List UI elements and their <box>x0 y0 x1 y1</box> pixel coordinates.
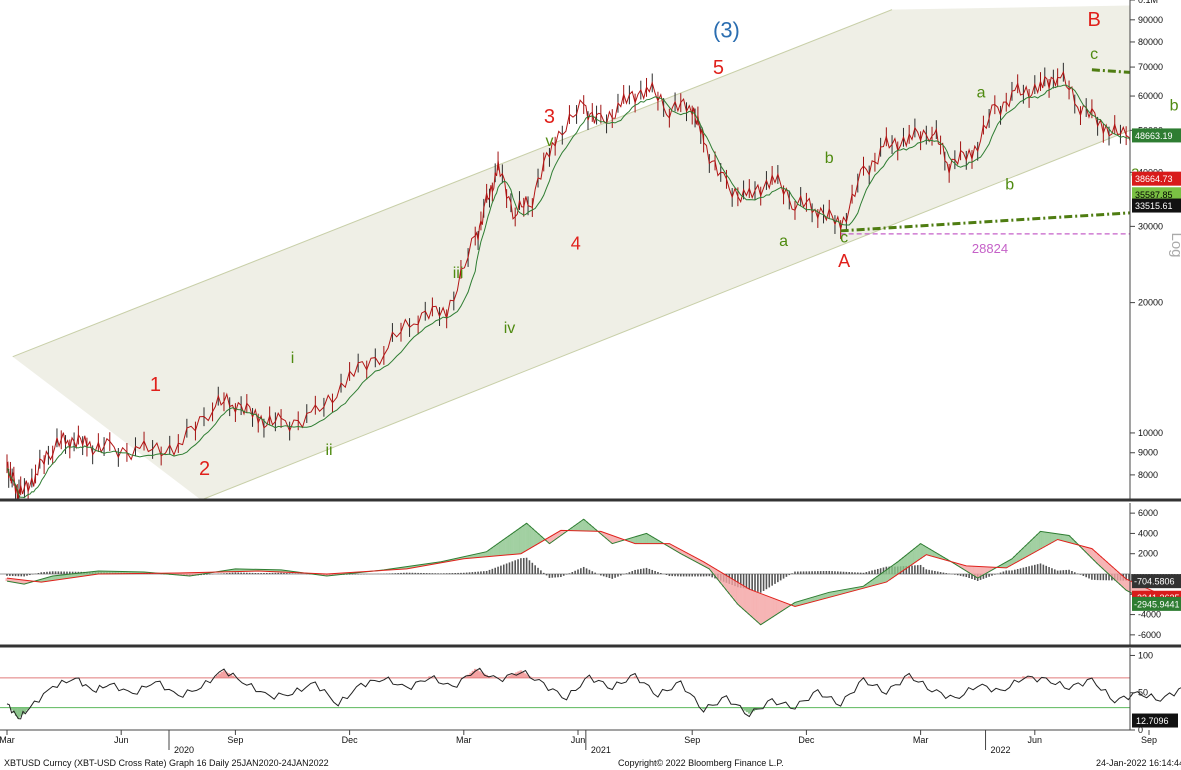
x-year-label: 2021 <box>591 745 611 755</box>
wave-label: 5 <box>713 57 724 79</box>
wave-label: i <box>291 350 295 367</box>
rsi-panel: 100 50 012.7096 <box>0 648 1181 735</box>
log-axis-label: Log <box>1168 232 1181 257</box>
price-tick-label: 20000 <box>1138 298 1163 308</box>
x-tick-label: Jun <box>1028 735 1043 745</box>
price-tick-label: 9000 <box>1138 448 1158 458</box>
price-tick-label: 10000 <box>1138 428 1163 438</box>
wave-label: 1 <box>150 374 161 396</box>
macd-tick-label: 2000 <box>1138 549 1158 559</box>
x-year-label: 2022 <box>991 745 1011 755</box>
wave-label: 4 <box>571 234 581 254</box>
price-tick-label: 60000 <box>1138 91 1163 101</box>
x-tick-label: Mar <box>913 735 929 745</box>
rsi-value-tag <box>1132 713 1178 728</box>
wave-label: c <box>1090 46 1098 63</box>
wave-label: a <box>779 233 788 250</box>
price-tick-label: 80000 <box>1138 37 1163 47</box>
macd-tick-label: 6000 <box>1138 508 1158 518</box>
wave-label: b <box>1170 98 1179 115</box>
footer-timestamp: 24-Jan-2022 16:14:44 <box>1096 758 1181 768</box>
price-tag <box>1132 198 1181 213</box>
price-tick-label: 0.1M <box>1138 0 1158 5</box>
x-tick-label: Dec <box>798 735 815 745</box>
price-tick-label: 30000 <box>1138 221 1163 231</box>
rsi-value-tag-label: 12.7096 <box>1136 716 1169 726</box>
x-tick-label: Mar <box>0 735 15 745</box>
x-tick-label: Sep <box>684 735 700 745</box>
macd-panel: 600040002000-2000-4000-6000-704.5806-234… <box>0 503 1181 648</box>
x-tick-label: Jun <box>114 735 129 745</box>
rsi-tick-label: 50 <box>1138 688 1148 698</box>
wave-label: 2 <box>199 458 210 480</box>
macd-tick-label: -4000 <box>1138 610 1161 620</box>
x-axis: Mar Jun Sep Dec Mar Jun Sep Dec Mar Jun Sep 2020 202… <box>0 730 1157 755</box>
wave-label: c <box>840 230 848 247</box>
x-tick-label: Sep <box>227 735 243 745</box>
macd-tick-label: -6000 <box>1138 630 1161 640</box>
wave-label: B <box>1088 9 1101 31</box>
footer-security-info: XBTUSD Curncy (XBT-USD Cross Rate) Graph… <box>4 758 329 768</box>
wave-label: a <box>977 85 986 102</box>
footer-copyright: Copyright© 2022 Bloomberg Finance L.P. <box>618 758 784 768</box>
price-tick-label: 8000 <box>1138 470 1158 480</box>
level-label-28824: 28824 <box>972 241 1008 256</box>
wave-label: b <box>825 150 834 167</box>
channel-fill <box>12 5 1130 500</box>
price-tag-label: 38664.73 <box>1135 174 1173 184</box>
price-line <box>6 70 1130 500</box>
x-tick-label: Dec <box>342 735 359 745</box>
wave-label: A <box>838 251 850 271</box>
footer: XBTUSD Curncy (XBT-USD Cross Rate) Graph… <box>4 758 1181 768</box>
wave-label: (3) <box>713 17 740 42</box>
wave-label: 3 <box>544 106 555 128</box>
price-tag-label: 35587.85 <box>1135 190 1173 200</box>
wave-label: ii <box>325 442 332 459</box>
price-tick-label: 90000 <box>1138 15 1163 25</box>
channel-lower-line <box>200 129 1130 500</box>
price-y-axis: 8000900010000200003000040000500006000070… <box>1129 0 1181 500</box>
x-tick-label: Jun <box>571 735 586 745</box>
x-tick-label: Mar <box>456 735 472 745</box>
macd-line <box>6 518 1181 626</box>
macd-value-tag-label: -704.5806 <box>1134 577 1175 587</box>
price-plot-area <box>6 5 1130 500</box>
wave-label: b <box>1005 176 1014 193</box>
rsi-line <box>6 667 1181 720</box>
channel-upper-line <box>12 9 893 358</box>
moving-average-line <box>6 84 1130 499</box>
x-year-label: 2020 <box>174 745 194 755</box>
wave-label: v <box>545 133 553 150</box>
wave-label: iii <box>453 265 464 282</box>
macd-tick-label: 4000 <box>1138 528 1158 538</box>
price-tag <box>1132 187 1181 202</box>
price-tag <box>1132 128 1181 143</box>
rsi-tick-label: 0 <box>1138 725 1143 735</box>
macd-value-tag-label: -2945.9441 <box>1134 599 1180 609</box>
x-tick-label: Sep <box>1141 735 1157 745</box>
wave-label: iv <box>504 320 516 337</box>
price-tag-label: 33515.61 <box>1135 201 1173 211</box>
price-tick-label: 70000 <box>1138 62 1163 72</box>
macd-signal-line <box>6 529 1181 608</box>
macd-value-tag <box>1132 596 1181 611</box>
price-tag <box>1132 171 1181 186</box>
price-tag-label: 48663.19 <box>1135 131 1173 141</box>
macd-value-tag <box>1132 574 1181 589</box>
price-panel: 28824(3)53v4iiiiv12iiibacAabBcabcCDE(4)8… <box>0 0 1181 502</box>
rsi-tick-label: 100 <box>1138 650 1153 660</box>
rsi-background <box>0 648 1181 730</box>
